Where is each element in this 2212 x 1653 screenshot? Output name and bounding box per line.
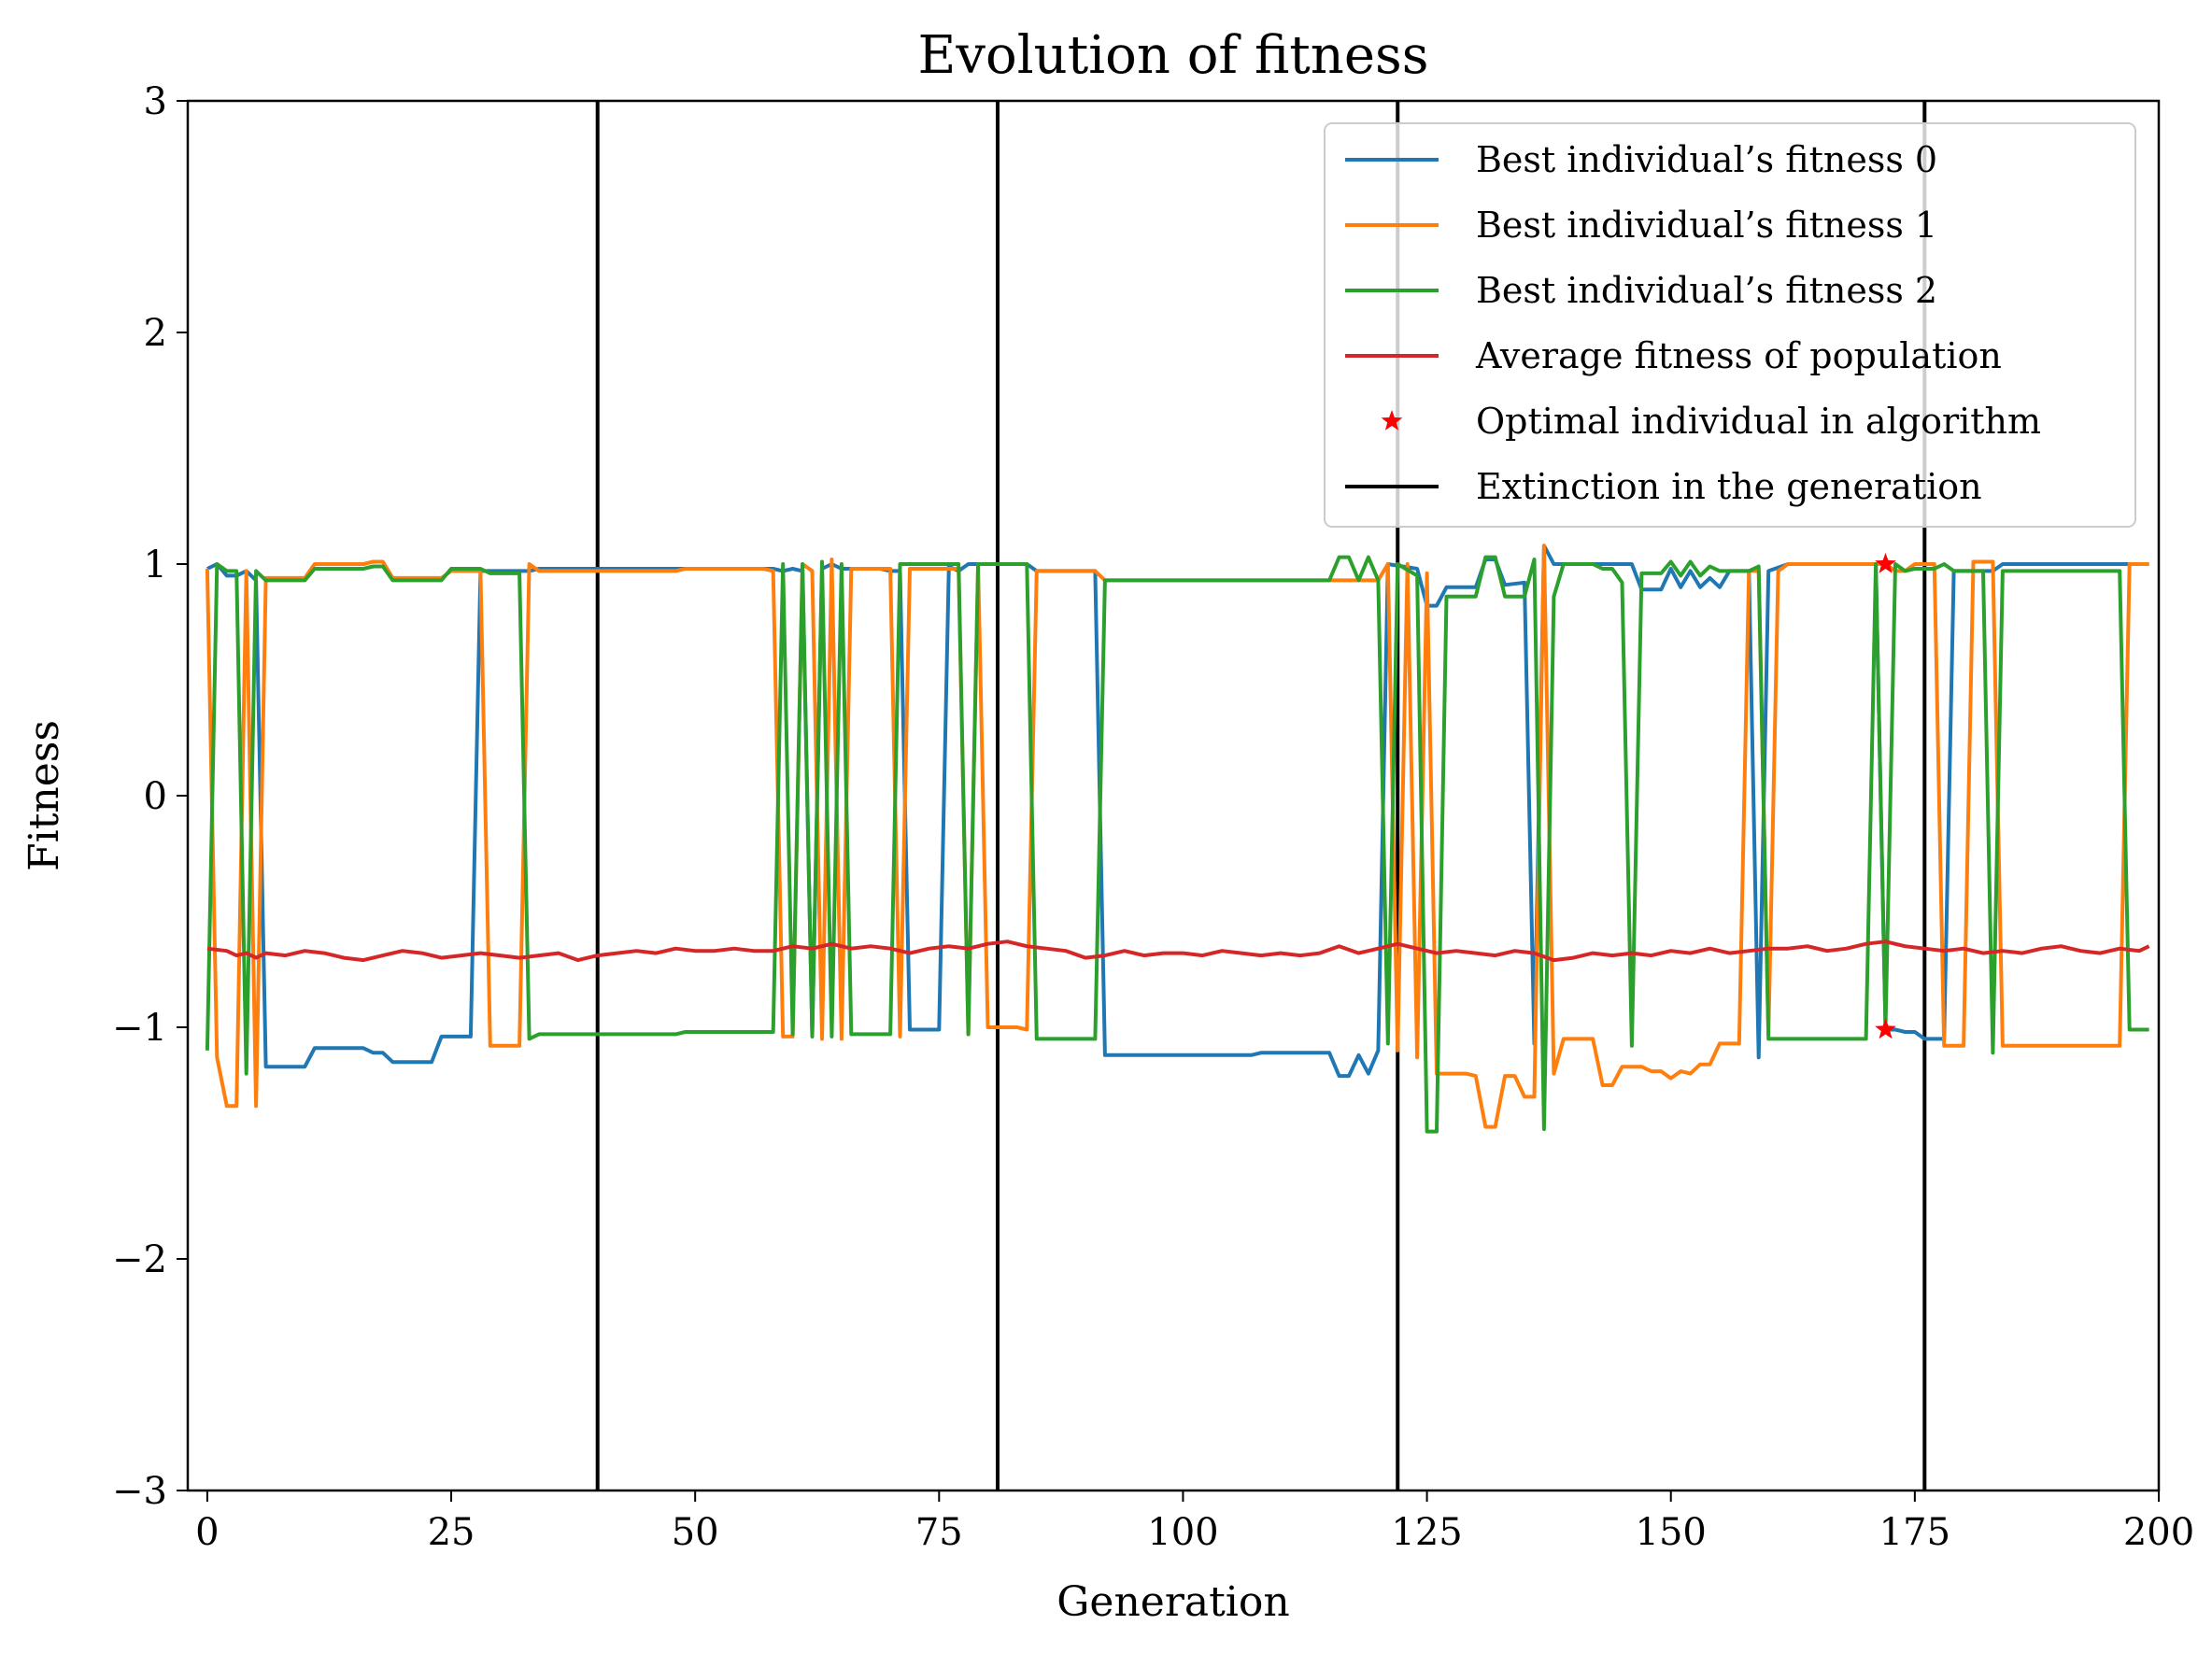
y-tick-label-0: −3 bbox=[112, 1470, 167, 1513]
legend-label-3: Average fitness of population bbox=[1475, 335, 2002, 376]
series-lines bbox=[205, 544, 2150, 1134]
x-tick-label-4: 100 bbox=[1147, 1511, 1218, 1554]
x-tick-label-6: 150 bbox=[1636, 1511, 1707, 1554]
x-tick-label-8: 200 bbox=[2123, 1511, 2194, 1554]
series-line-1 bbox=[205, 544, 2149, 1129]
x-axis: 0 25 50 75 100 125 150 175 200 bbox=[195, 1491, 2194, 1554]
x-tick-label-2: 50 bbox=[672, 1511, 719, 1554]
legend-swatch-4 bbox=[1381, 410, 1403, 431]
x-axis-label: Generation bbox=[1056, 1578, 1289, 1626]
x-tick-label-3: 75 bbox=[915, 1511, 963, 1554]
optimal-markers bbox=[1875, 553, 1896, 1039]
series-line-2 bbox=[205, 555, 2149, 1134]
y-axis-label: Fitness bbox=[21, 720, 68, 871]
legend-frame bbox=[1324, 122, 2136, 528]
optimal-marker-0 bbox=[1875, 553, 1896, 573]
y-tick-label-2: −1 bbox=[112, 1007, 167, 1050]
legend-label-0: Best individual’s fitness 0 bbox=[1476, 139, 1937, 180]
legend: Best individual’s fitness 0 Best individu… bbox=[1324, 122, 2136, 528]
chart-title: Evolution of fitness bbox=[918, 25, 1429, 86]
optimal-marker-1 bbox=[1875, 1018, 1896, 1039]
y-tick-label-6: 3 bbox=[144, 80, 167, 123]
y-tick-label-4: 1 bbox=[144, 544, 167, 586]
x-tick-label-7: 175 bbox=[1879, 1511, 1950, 1554]
series-line-0 bbox=[206, 544, 2149, 1079]
y-tick-label-5: 2 bbox=[144, 312, 167, 355]
x-tick-label-0: 0 bbox=[195, 1511, 219, 1554]
legend-label-1: Best individual’s fitness 1 bbox=[1476, 205, 1937, 246]
x-tick-label-5: 125 bbox=[1391, 1511, 1462, 1554]
legend-label-5: Extinction in the generation bbox=[1476, 466, 1982, 507]
legend-label-4: Optimal individual in algorithm bbox=[1476, 401, 2041, 442]
y-tick-label-3: 0 bbox=[144, 775, 167, 818]
y-tick-label-1: −2 bbox=[112, 1238, 167, 1281]
x-tick-label-1: 25 bbox=[428, 1511, 475, 1554]
legend-label-2: Best individual’s fitness 2 bbox=[1476, 270, 1937, 311]
series-line-3 bbox=[206, 940, 2150, 963]
y-axis: −3 −2 −1 0 1 2 3 bbox=[112, 80, 188, 1513]
